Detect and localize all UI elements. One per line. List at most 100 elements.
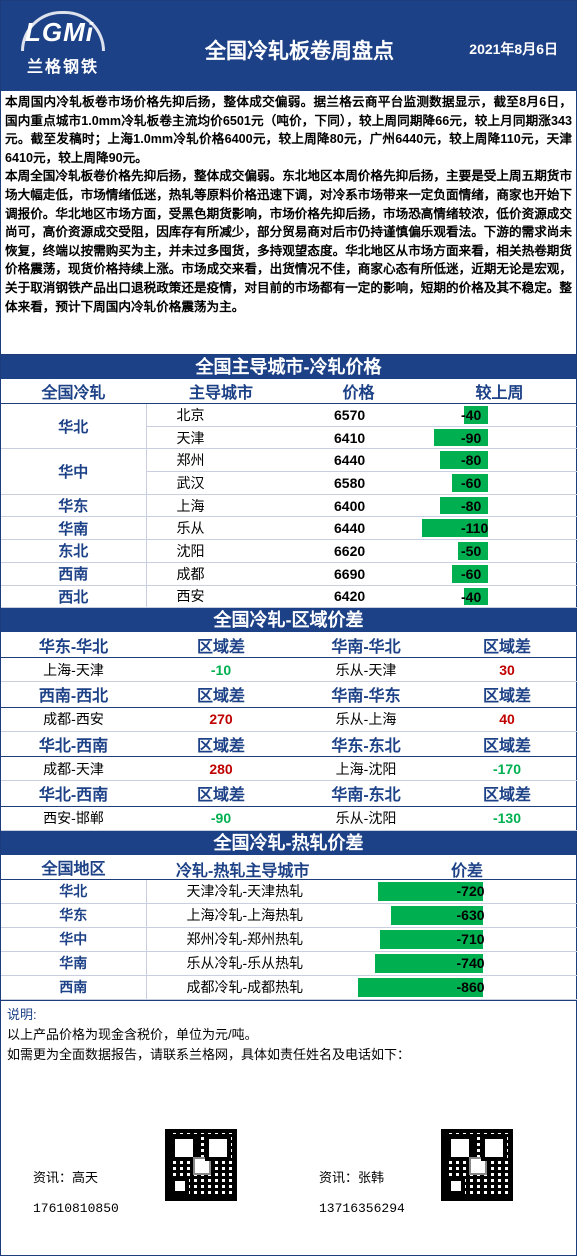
region-diff-table: 华东-华北 区域差 华南-华北 区域差 上海-天津 -10 乐从-天津 30 西南-西北 区域差华… [1, 632, 577, 831]
diff-right-col: 区域差 [436, 632, 577, 659]
table-row: 华中 郑州冷轧-郑州热轧 -710 [1, 927, 577, 952]
spread-table: 全国地区 冷轧-热轧主导城市 价差 华北 天津冷轧-天津热轧 -720 华东 上海冷轧-… [1, 854, 577, 1000]
region-cell: 华北 [1, 879, 147, 904]
col-change: 较上周 [421, 379, 577, 404]
col-price: 价格 [296, 379, 421, 404]
region-cell: 华东 [1, 494, 147, 518]
city-cell: 北京 [146, 403, 296, 427]
section-city-price-title: 全国主导城市-冷轧价格 [1, 355, 576, 379]
col-area: 全国地区 [1, 854, 146, 880]
qr-code-icon[interactable] [165, 1129, 237, 1201]
logo-text: LGMi [25, 17, 94, 47]
diff-header-row: 西南-西北 区域差 华南-华东 区域差 [1, 681, 577, 708]
diff-right-value: -130 [436, 806, 577, 831]
table-row: 华中 郑州 6440 -80 [1, 448, 577, 495]
page-title: 全国冷轧板卷周盘点 [205, 40, 394, 63]
change-value: -60 [461, 475, 482, 492]
change-cell: -80 [421, 494, 577, 518]
contact-name-2: 资讯：张韩 [319, 1170, 385, 1185]
qr-code-icon[interactable] [441, 1129, 513, 1201]
diff-right-value: -170 [436, 756, 577, 782]
table-row: 西北 西安 6420 -40 [1, 585, 577, 609]
city-cell: 上海 [146, 494, 296, 518]
change-bar [422, 519, 488, 538]
diff-right-col: 区域差 [436, 780, 577, 807]
section-region-diff-title: 全国冷轧-区域价差 [1, 608, 576, 633]
table-row: 华南 乐从 6440 -110 [1, 516, 577, 541]
contact-name-1: 资讯：高天 [33, 1170, 99, 1185]
diff-left-pair: 成都-西安 [1, 707, 146, 732]
diff-left-head: 西南-西北 [1, 681, 146, 708]
city-cell: 沈阳 [146, 539, 296, 563]
lange-logo: LGMi 兰格钢铁 [19, 11, 109, 76]
change-value: -40 [461, 407, 482, 423]
city-cell: 乐从 [146, 516, 296, 541]
table-row: 东北 沈阳 6620 -50 [1, 539, 577, 563]
change-cell: -80 [421, 448, 577, 473]
price-cell: 6620 [296, 539, 421, 563]
col-city: 主导城市 [146, 379, 296, 404]
spread-value: -720 [456, 882, 485, 899]
diff-left-head: 华东-华北 [1, 632, 146, 659]
region-cell: 华东 [1, 903, 147, 928]
spread-header: 全国地区 冷轧-热轧主导城市 价差 [1, 854, 577, 880]
price-cell: 6440 [296, 448, 421, 473]
change-cell: -40 [421, 403, 577, 427]
diff-left-col: 区域差 [146, 681, 296, 708]
spread-cities: 乐从冷轧-乐从热轧 [186, 954, 304, 971]
table-row: 天津 6410 -90 [1, 426, 577, 450]
region-cell: 东北 [1, 539, 147, 563]
header: LGMi 兰格钢铁 全国冷轧板卷周盘点 2021年8月6日 [1, 1, 576, 91]
change-value: -40 [461, 588, 482, 605]
diff-left-pair: 上海-天津 [1, 657, 146, 683]
change-cell: -40 [421, 585, 577, 609]
col-region: 全国冷轧 [1, 379, 146, 404]
intro-text: 本周国内冷轧板卷市场价格先抑后扬，整体成交偏弱。据兰格云商平台监测数据显示，截至… [1, 91, 576, 355]
contacts: 资讯：高天 17610810850 资讯：张韩 13716356294 [1, 1127, 577, 1247]
change-bar [452, 564, 488, 583]
change-value: -80 [461, 497, 482, 514]
price-cell: 6400 [296, 494, 421, 518]
section-spread-title: 全国冷轧-热轧价差 [1, 830, 576, 855]
spread-bar [375, 953, 483, 973]
diff-left-col: 区域差 [146, 731, 296, 758]
price-cell: 6420 [296, 585, 421, 609]
spread-cities: 成都冷轧-成都热轧 [186, 978, 304, 995]
change-value: -50 [461, 543, 482, 560]
diff-header-row: 华北-西南 区域差 华东-东北 区域差 [1, 731, 577, 758]
notes: 说明: 以上产品价格为现金含税价，单位为元/吨。 如需更为全面数据报告，请联系兰… [1, 999, 576, 1069]
change-bar [458, 542, 488, 560]
city-cell: 西安 [146, 585, 296, 609]
diff-value-row: 西安-邯郸 -90 乐从-沈阳 -130 [1, 806, 577, 831]
region-cell: 西北 [1, 585, 147, 609]
spread-bar [391, 905, 483, 925]
change-bar [464, 406, 488, 424]
price-cell: 6580 [296, 471, 421, 495]
spread-value: -630 [456, 906, 485, 923]
change-bar [464, 587, 488, 606]
diff-right-pair: 上海-沈阳 [296, 756, 436, 782]
change-bar [440, 451, 488, 470]
diff-value-row: 上海-天津 -10 乐从-天津 30 [1, 657, 577, 683]
city-price-header: 全国冷轧 主导城市 价格 较上周 [1, 379, 577, 404]
diff-right-pair: 乐从-沈阳 [296, 806, 436, 831]
col-cities: 冷轧-热轧主导城市 [176, 862, 310, 880]
change-cell: -60 [421, 471, 577, 495]
region-cell: 西南 [1, 562, 147, 586]
change-cell: -90 [421, 426, 577, 450]
diff-left-head: 华北-西南 [1, 731, 146, 758]
region-cell: 西南 [1, 975, 147, 1000]
city-cell: 成都 [146, 562, 296, 586]
diff-left-value: -90 [146, 806, 296, 831]
spread-cities: 郑州冷轧-郑州热轧 [186, 930, 304, 947]
table-row: 华南 乐从冷轧-乐从热轧 -740 [1, 951, 577, 976]
spread-bar [378, 881, 483, 901]
region-cell: 华中 [1, 448, 147, 495]
region-cell: 华南 [1, 516, 147, 541]
contact-phone-1: 17610810850 [33, 1201, 119, 1216]
notes-label: 说明: [7, 1006, 37, 1022]
spread-bar [379, 929, 483, 949]
diff-right-value: 40 [436, 707, 577, 732]
diff-right-pair: 乐从-天津 [296, 657, 436, 683]
